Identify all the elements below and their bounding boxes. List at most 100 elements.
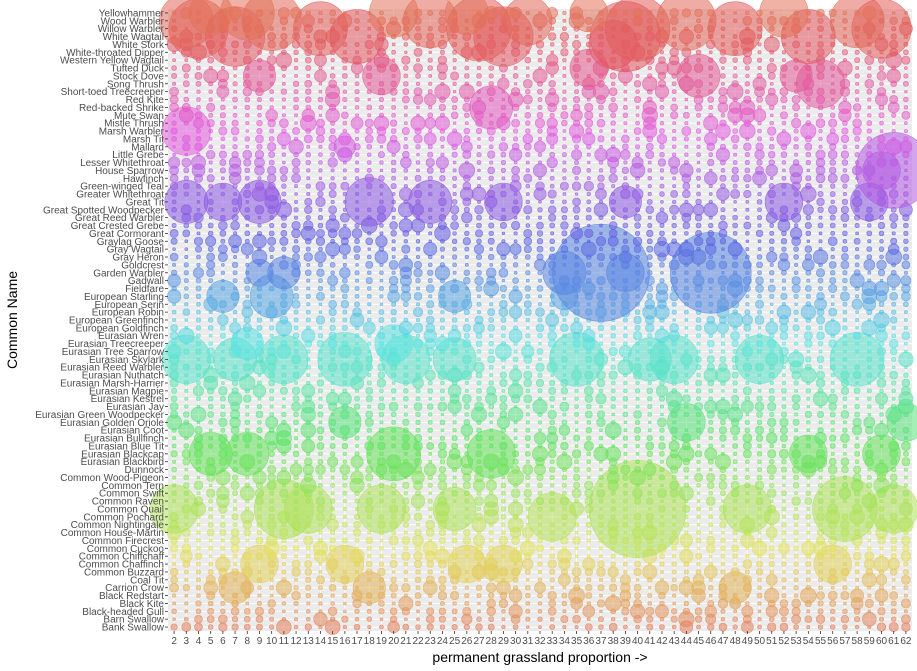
bubble: [244, 285, 251, 292]
bubble: [166, 289, 182, 304]
bubble: [440, 380, 445, 386]
bubble: [415, 490, 421, 497]
bubble: [389, 63, 398, 73]
bubble: [573, 434, 581, 442]
bubble: [610, 490, 616, 496]
bubble: [696, 420, 701, 425]
bubble: [305, 592, 312, 599]
bubble: [818, 365, 823, 370]
bubble: [267, 599, 276, 608]
bubble: [391, 427, 397, 433]
bubble: [574, 57, 580, 63]
bubble: [781, 160, 787, 165]
bubble: [597, 560, 605, 568]
bubble: [756, 395, 763, 402]
bubble: [818, 112, 823, 118]
bubble: [353, 520, 361, 529]
bubble: [548, 386, 557, 395]
bubble: [476, 490, 482, 496]
bubble: [304, 96, 312, 103]
bubble: [291, 590, 301, 601]
bubble: [342, 89, 348, 94]
bubble: [720, 112, 726, 118]
bubble: [268, 136, 275, 142]
bubble: [855, 294, 860, 299]
bubble: [646, 238, 653, 245]
bubble: [793, 569, 800, 575]
bubble: [855, 396, 859, 401]
bubble: [292, 253, 300, 261]
bubble: [842, 285, 848, 292]
bubble: [622, 222, 629, 229]
bubble: [582, 329, 596, 343]
bubble: [403, 184, 408, 189]
bubble: [745, 200, 750, 204]
bubble: [404, 11, 408, 15]
bubble: [267, 465, 277, 475]
bubble: [828, 307, 838, 317]
y-tick-label: Black-headed Gull: [82, 607, 164, 618]
bubble: [707, 230, 715, 237]
bubble: [403, 301, 409, 308]
bubble: [228, 234, 242, 249]
bubble: [379, 199, 384, 205]
bubble: [317, 458, 324, 465]
bubble: [879, 120, 884, 126]
bubble: [571, 567, 582, 577]
bubble: [232, 65, 238, 71]
bubble: [475, 340, 483, 347]
bubble: [791, 496, 801, 506]
bubble: [280, 292, 288, 300]
bubble: [608, 370, 618, 380]
bubble: [434, 83, 451, 100]
bubble: [293, 443, 299, 449]
bubble: [703, 202, 718, 217]
bubble: [315, 496, 326, 506]
bubble: [598, 624, 604, 630]
bubble: [854, 89, 860, 95]
bubble: [305, 159, 311, 166]
bubble: [512, 364, 519, 370]
bubble: [695, 356, 702, 363]
bubble: [635, 262, 641, 268]
bubble: [549, 577, 555, 583]
bubble: [425, 323, 435, 333]
bubble: [605, 595, 622, 612]
bubble: [304, 269, 312, 277]
bubble: [745, 302, 750, 307]
bubble: [794, 152, 799, 157]
bubble: [876, 378, 887, 388]
bubble: [474, 401, 484, 412]
bubble: [609, 72, 617, 80]
bubble: [412, 322, 424, 333]
bubbles: [149, 0, 917, 635]
bubble: [634, 435, 641, 442]
bubble: [767, 126, 777, 136]
bubble: [732, 128, 738, 134]
bubble: [619, 574, 631, 586]
bubble: [488, 144, 494, 150]
bubble: [512, 356, 519, 363]
bubble: [632, 236, 643, 246]
bubble: [525, 128, 531, 134]
bubble: [561, 214, 568, 221]
bubble: [314, 250, 327, 264]
bubble: [790, 227, 803, 240]
bubble: [438, 441, 447, 451]
bubble: [206, 119, 215, 128]
bubble: [694, 450, 703, 458]
bubble: [705, 543, 716, 554]
bubble: [647, 168, 653, 173]
bubble: [282, 609, 286, 614]
bubble: [232, 81, 238, 87]
bubble: [342, 499, 347, 504]
bubble: [435, 156, 449, 169]
bubble: [196, 577, 201, 583]
bubble: [206, 347, 215, 356]
bubble: [196, 475, 201, 480]
bubble: [840, 173, 850, 183]
bubble: [413, 87, 423, 97]
bubble: [866, 482, 873, 489]
bubble: [574, 404, 579, 409]
bubble: [854, 97, 860, 102]
